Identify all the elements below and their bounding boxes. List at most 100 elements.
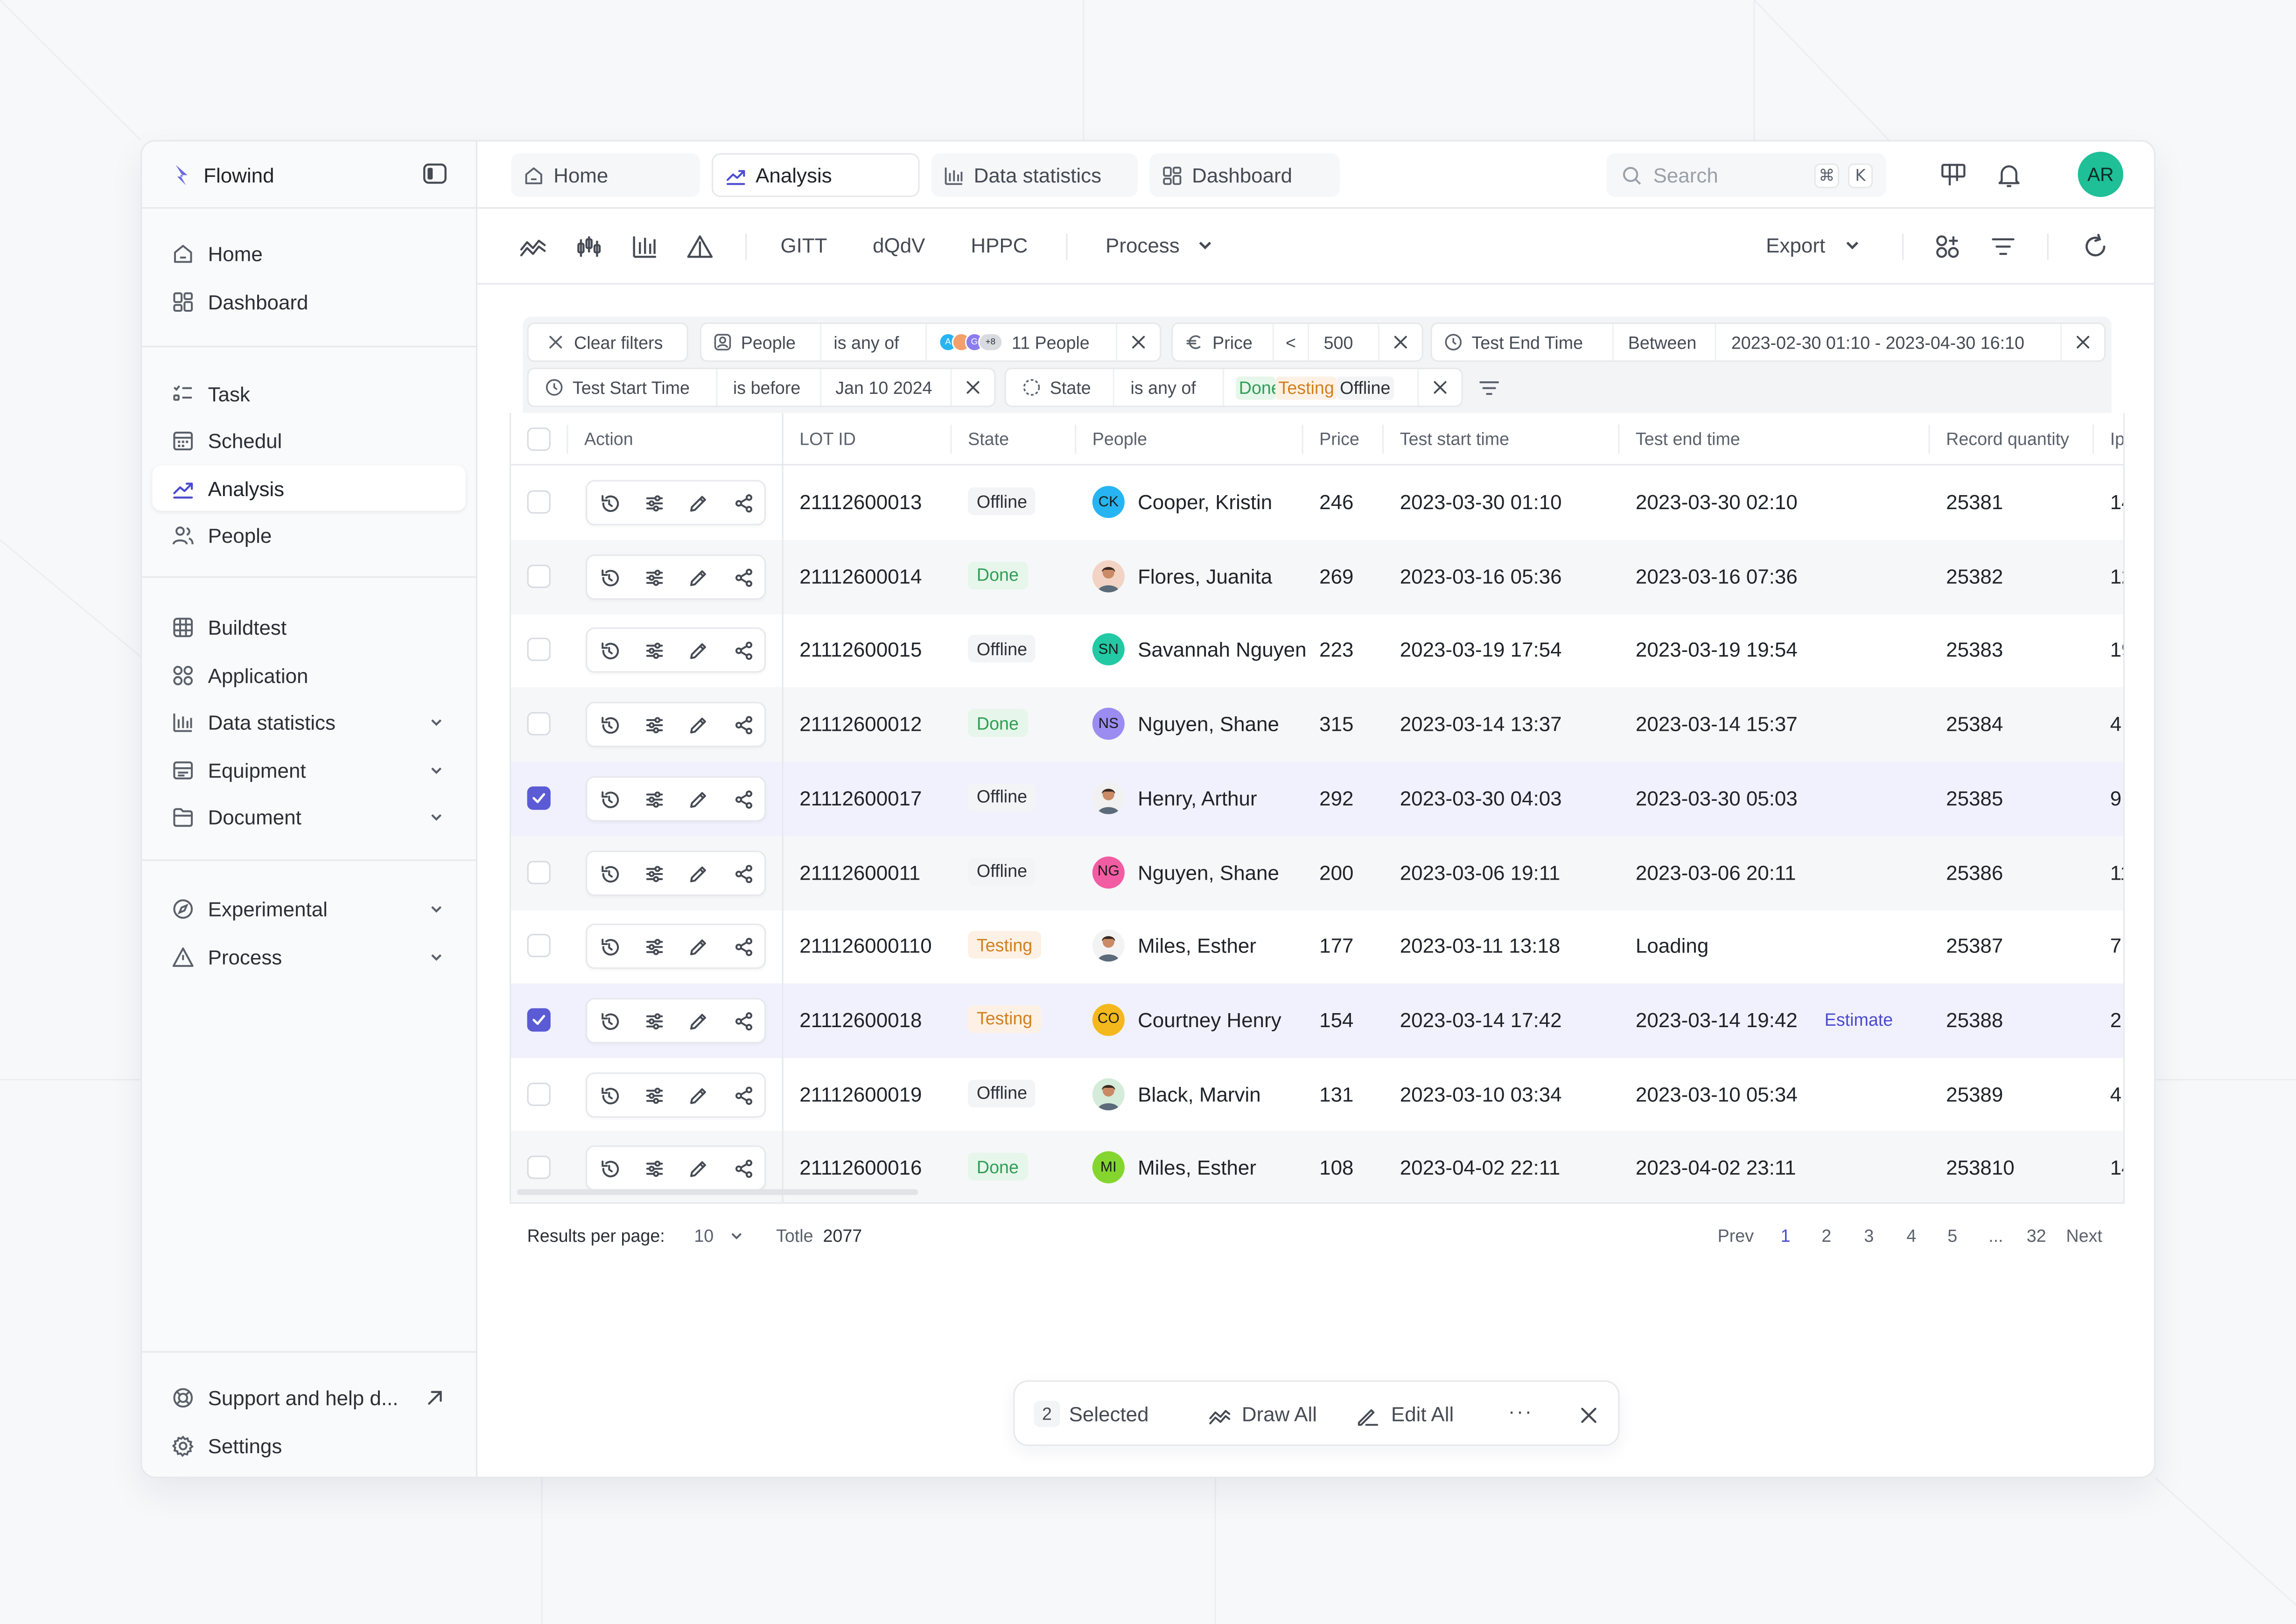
process-dropdown[interactable]: Process [1106,233,1180,257]
tab-gitt[interactable]: GITT [780,233,827,257]
remove-filter-button[interactable] [1117,324,1160,360]
pencil-icon[interactable] [688,715,709,735]
row-checkbox[interactable] [527,1082,551,1106]
sliders-icon[interactable] [644,641,664,662]
results-per-page-select[interactable]: 10 [694,1225,714,1246]
column-header-state[interactable]: State [968,429,1009,450]
chevron-down-icon[interactable] [427,808,445,826]
state-filter-chip[interactable]: State is any of Done Testing Offline [1004,367,1463,407]
filter-lines-icon[interactable] [1988,232,2018,261]
history-icon[interactable] [599,863,619,883]
column-header-test-end-time[interactable]: Test end time [1635,429,1740,450]
sidebar-item-buildtest[interactable]: Buildtest [152,604,465,649]
estimate-tag[interactable]: Estimate [1824,1009,1893,1030]
remove-filter-button[interactable] [1379,324,1422,360]
column-header-record-quantity[interactable]: Record quantity [1946,429,2069,450]
column-header-ip[interactable]: Ip [2110,429,2125,450]
sidebar-item-settings[interactable]: Settings [152,1423,465,1468]
sidebar-item-application[interactable]: Application [152,652,465,698]
test-start-time-filter-chip[interactable]: Test Start Time is before Jan 10 2024 [527,367,996,407]
table-row[interactable]: 21112600019 Offline Black, Marvin 131 2023-0… [511,1057,2123,1132]
remove-filter-button[interactable] [2062,324,2104,360]
row-checkbox[interactable] [527,638,551,662]
pencil-icon[interactable] [688,1159,709,1180]
history-icon[interactable] [599,715,619,735]
chevron-down-icon[interactable] [1842,235,1862,255]
sliders-icon[interactable] [644,1159,664,1180]
row-checkbox[interactable] [527,712,551,736]
row-checkbox[interactable] [527,1156,551,1180]
pencil-icon[interactable] [688,493,709,514]
sidebar-toggle-icon[interactable] [423,163,447,184]
tab-dashboard[interactable]: Dashboard [1149,153,1340,197]
candlestick-icon[interactable] [574,232,603,261]
history-icon[interactable] [599,1085,619,1106]
page-4[interactable]: 4 [1906,1225,1917,1246]
sliders-icon[interactable] [644,789,664,810]
pencil-icon[interactable] [688,863,709,883]
history-icon[interactable] [599,789,619,810]
table-row[interactable]: 21112600012 Done NS Nguyen, Shane 315 2023-03… [511,687,2123,762]
share-icon[interactable] [733,493,753,514]
sidebar-item-process[interactable]: Process [152,934,465,979]
sliders-icon[interactable] [644,493,664,514]
column-header-price[interactable]: Price [1319,429,1359,450]
user-avatar[interactable]: AR [2078,152,2123,197]
table-row[interactable]: 21112600013 Offline CK Cooper, Kristin 246 20… [511,465,2123,539]
clear-filters-chip[interactable]: Clear filters [527,322,688,362]
history-icon[interactable] [599,567,619,588]
close-icon[interactable] [1577,1404,1600,1427]
select-all-checkbox[interactable] [527,427,551,451]
prev-page-button[interactable]: Prev [1717,1225,1754,1246]
edit-all-button[interactable]: Edit All [1391,1402,1454,1426]
tab-home[interactable]: Home [511,153,700,197]
people-filter-chip[interactable]: People is any of A G +8 11 People [700,322,1162,362]
row-checkbox[interactable] [527,564,551,588]
share-icon[interactable] [733,715,753,735]
remove-filter-button[interactable] [952,369,994,406]
triangle-alert-icon[interactable] [685,232,714,261]
page-3[interactable]: 3 [1864,1225,1874,1246]
row-checkbox[interactable] [527,1008,551,1032]
line-chart-icon[interactable] [518,232,548,261]
brand[interactable]: Flowind [173,162,274,188]
search-box[interactable]: Search ⌘ K [1606,153,1886,197]
chevron-down-icon[interactable] [427,713,445,730]
sidebar-item-equipment[interactable]: Equipment [152,747,465,792]
tab-hppc[interactable]: HPPC [971,233,1028,257]
chevron-down-icon[interactable] [427,948,445,966]
chevron-down-icon[interactable] [427,900,445,917]
sidebar-item-schedul[interactable]: Schedul [152,417,465,462]
table-row[interactable]: 21112600011 Offline NG Nguyen, Shane 200 2023… [511,835,2123,910]
external-link-icon[interactable] [425,1387,445,1407]
signature-icon[interactable] [1356,1404,1379,1427]
next-page-button[interactable]: Next [2066,1225,2102,1246]
column-header-test-start-time[interactable]: Test start time [1400,429,1510,450]
sidebar-item-analysis[interactable]: Analysis [152,465,466,511]
history-icon[interactable] [599,641,619,662]
history-icon[interactable] [599,1159,619,1180]
horizontal-scrollbar[interactable] [517,1189,918,1195]
sliders-icon[interactable] [644,567,664,588]
price-filter-chip[interactable]: Price < 500 [1171,322,1423,362]
table-row[interactable]: 21112600017 Offline Henry, Arthur 292 2023-0… [511,761,2123,836]
row-checkbox[interactable] [527,490,551,514]
pencil-icon[interactable] [688,567,709,588]
draw-all-button[interactable]: Draw All [1241,1402,1317,1426]
row-checkbox[interactable] [527,934,551,958]
share-icon[interactable] [733,789,753,810]
export-button[interactable]: Export [1766,233,1826,257]
draw-chart-icon[interactable] [1208,1404,1232,1427]
sliders-icon[interactable] [644,1011,664,1031]
sliders-icon[interactable] [644,1085,664,1106]
page-1[interactable]: 1 [1780,1225,1791,1246]
refresh-icon[interactable] [2081,232,2110,261]
sidebar-item-task[interactable]: Task [152,371,465,416]
pencil-icon[interactable] [688,1011,709,1031]
sliders-icon[interactable] [644,863,664,883]
sidebar-item-home[interactable]: Home [152,231,465,276]
share-icon[interactable] [733,937,753,958]
bell-icon[interactable] [1995,161,2024,190]
table-row[interactable]: 21112600014 Done Flores, Juanita 269 2023-03… [511,539,2123,614]
share-icon[interactable] [733,567,753,588]
